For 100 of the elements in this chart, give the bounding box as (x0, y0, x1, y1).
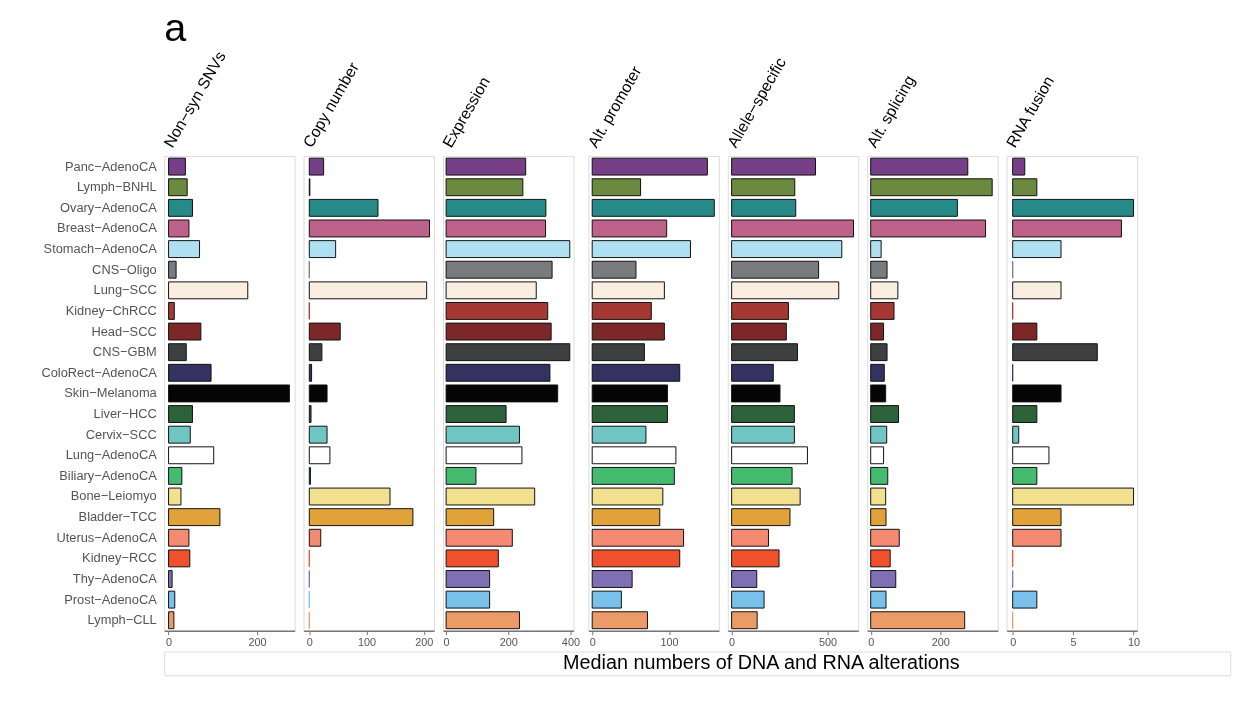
y-tick-label: Bladder−TCC (78, 509, 157, 525)
text: a (164, 4, 187, 49)
bar (731, 549, 780, 568)
bar (591, 219, 668, 238)
bar (591, 528, 685, 547)
bar (591, 508, 661, 527)
x-tick-label: 0 (166, 636, 173, 649)
bar (591, 157, 708, 176)
bar (168, 157, 186, 176)
bar (731, 302, 789, 320)
bar (591, 570, 633, 588)
bar (731, 178, 796, 197)
bar (445, 466, 477, 485)
bar (308, 363, 313, 382)
bar (168, 219, 190, 238)
bar (731, 240, 843, 259)
bar (870, 570, 897, 588)
x-tick-label: 0 (589, 636, 596, 649)
bar (445, 281, 537, 300)
bar (1012, 590, 1038, 609)
bar (168, 549, 191, 568)
bar (1012, 487, 1135, 506)
y-tick-label: Lung−SCC (93, 282, 157, 298)
bar (731, 425, 795, 444)
bar (308, 198, 379, 217)
bar (870, 178, 993, 197)
y-tick-label: Breast−AdenoCA (57, 220, 158, 236)
bar (1012, 198, 1135, 217)
bar (308, 157, 325, 176)
y-tick-label: Liver−HCC (93, 406, 157, 421)
bar (1012, 384, 1062, 403)
y-tick-label: Lung−AdenoCA (65, 447, 158, 463)
bar (1012, 405, 1038, 423)
bar (445, 302, 549, 320)
bar (168, 198, 193, 217)
x-tick-label: 0 (306, 636, 313, 649)
bar (445, 425, 520, 444)
bar (870, 487, 887, 506)
bar (445, 487, 536, 506)
x-tick-label: 400 (561, 636, 580, 649)
bar (445, 240, 571, 259)
y-tick-label: Head−SCC (91, 323, 157, 339)
bar (308, 528, 322, 547)
bar (870, 198, 958, 217)
bar (1012, 157, 1026, 176)
x-tick-label: 0 (1010, 636, 1017, 649)
bar (445, 343, 571, 362)
bar (308, 487, 391, 506)
bar (168, 405, 193, 423)
y-tick-label: ColoRect−AdenoCA (41, 364, 158, 380)
bar (870, 425, 888, 444)
bar (870, 528, 900, 547)
bar (168, 487, 182, 506)
bar (870, 260, 888, 279)
bar (168, 240, 201, 259)
bar (591, 302, 652, 320)
bar (870, 281, 899, 300)
x-tick-label: 200 (248, 636, 267, 649)
bar (731, 405, 795, 423)
bar (870, 405, 900, 423)
bar (168, 363, 212, 382)
bar (445, 178, 524, 197)
bar (591, 446, 677, 465)
x-tick-label: 100 (660, 636, 679, 649)
x-tick-label: 0 (729, 636, 736, 649)
bar (870, 590, 887, 609)
bar (731, 508, 791, 527)
y-tick-label: Cervix−SCC (85, 426, 157, 442)
bar (1012, 219, 1122, 238)
y-tick-label: Uterus−AdenoCA (56, 529, 158, 545)
bar (168, 343, 187, 362)
bar (168, 322, 202, 341)
x-tick-label: 100 (357, 636, 377, 649)
y-tick-label: Stomach−AdenoCA (43, 241, 158, 257)
bar (731, 446, 808, 465)
y-tick-label: CNS−GBM (92, 344, 157, 360)
bar (168, 528, 190, 547)
bar (591, 260, 637, 279)
y-tick-label: Kidney−RCC (82, 550, 157, 566)
bar (308, 446, 331, 465)
bar (445, 590, 491, 609)
bar (731, 611, 758, 630)
bar (168, 466, 183, 485)
bar (308, 384, 328, 403)
bar (168, 570, 173, 588)
bar (1012, 178, 1038, 197)
bar (870, 157, 969, 176)
x-tick-label: 200 (499, 636, 518, 649)
bar (445, 219, 547, 238)
y-tick-label: CNS−Oligo (92, 261, 157, 277)
y-tick-label: Bone−Leiomyo (70, 488, 157, 504)
y-tick-label: Biliary−AdenoCA (59, 467, 158, 483)
bar (591, 405, 668, 423)
bar (168, 302, 175, 320)
y-tick-label: Prost−AdenoCA (64, 591, 158, 607)
bar (308, 240, 337, 259)
y-tick-label: Lymph−CLL (87, 612, 157, 628)
x-tick-label: 0 (868, 636, 875, 649)
y-tick-label: Skin−Melanoma (64, 385, 158, 401)
bar (731, 322, 787, 341)
